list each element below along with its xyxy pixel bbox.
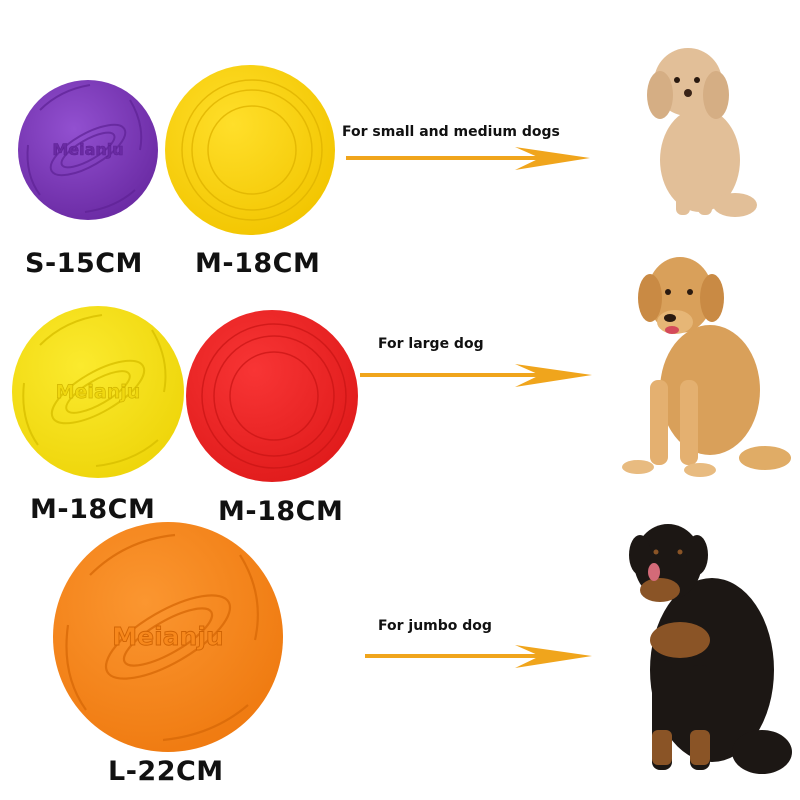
caption-small-medium-dogs: For small and medium dogs	[342, 124, 560, 140]
brand-logo: Meianju	[56, 381, 141, 403]
arrow-row-2	[360, 364, 592, 387]
caption-large-dog: For large dog	[378, 336, 484, 352]
brand-logo: Meianju	[52, 140, 123, 159]
dog-golden-retriever-image	[622, 257, 791, 477]
size-label-l-22cm: L-22CM	[108, 756, 224, 787]
size-label-m-18cm-red: M-18CM	[218, 496, 344, 527]
disc-red-medium	[186, 310, 358, 482]
disc-orange-large: Meianju	[53, 522, 283, 752]
disc-yellow-medium	[165, 65, 335, 235]
disc-lemon-medium: Meianju	[12, 306, 184, 478]
caption-jumbo-dog: For jumbo dog	[378, 618, 492, 634]
size-label-s-15cm: S-15CM	[25, 248, 143, 279]
brand-logo: Meianju	[112, 622, 223, 651]
disc-purple-small: Meianju	[18, 80, 158, 220]
dog-poodle-image	[647, 48, 757, 217]
arrow-row-3	[365, 645, 592, 668]
arrow-row-1	[346, 147, 590, 170]
dog-rottweiler-image	[629, 524, 792, 774]
size-label-m-18cm-lemon: M-18CM	[30, 494, 156, 525]
size-label-m-18cm-yellow: M-18CM	[195, 248, 321, 279]
